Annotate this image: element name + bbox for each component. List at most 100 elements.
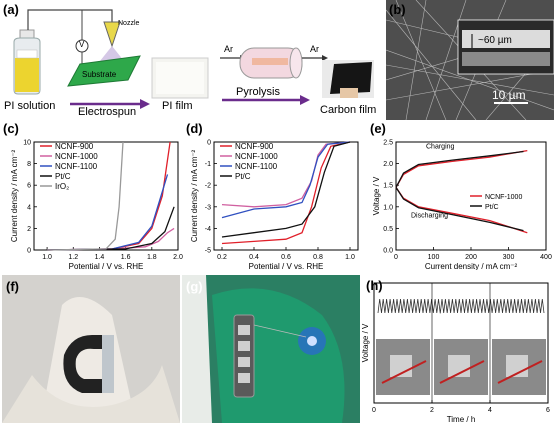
y-tick-label: 10 [23,140,31,147]
pyrolysis-furnace [220,47,328,79]
x-tick-label: 0.8 [313,254,323,261]
sem-fibers [386,0,554,120]
inset-wire [381,360,427,384]
panel-b-sem-image: (b) ~60 µm 10 µm [386,0,554,120]
panel-a-schematic [13,9,374,109]
series-line [47,227,175,251]
substrate-label: Substrate [82,70,117,79]
y-tick-label: -5 [205,248,211,255]
x-tick-label: 1.0 [345,254,355,261]
y-axis-label: Voltage / V [361,323,370,362]
legend-label: Pt/C [235,172,251,181]
electrospin-setup [27,9,141,87]
y-tick-label: 0.0 [383,248,393,255]
x-tick-label: 300 [503,254,515,261]
x-tick-label: 1.4 [95,254,105,261]
pi-solution-bottle [13,29,41,95]
chart-d: 0.2 0.4 0.6 0.8 1.0 -5 -4 -3 -2 -1 0 Potential / V … [190,140,359,270]
pi-solution-label: PI solution [4,100,56,112]
inset-wire [497,360,543,384]
annotation-discharging: Discharging [411,213,448,220]
y-tick-label: 6 [27,183,31,190]
x-tick-label: 200 [465,254,477,261]
glove-battery-led-photo [182,275,360,423]
legend-label: Pt/C [55,172,71,181]
process-arrow-1 [70,99,150,109]
y-tick-label: 4 [27,204,31,211]
chart-h: 0 2 4 6 Time / h Voltage / V [361,282,550,424]
label-f: (f) [6,279,19,294]
legend-label: NCNF-1000 [55,152,98,161]
inset-wire [439,360,485,384]
label-h: (h) [366,278,383,293]
nozzle-label: Nozzle [118,20,140,27]
y-axis-label: Voltage / V [372,176,381,215]
legend-label: NCNF-1100 [55,162,98,171]
legend-label: NCNF-1100 [235,162,278,171]
label-b: (b) [389,2,406,17]
series-line [395,150,524,188]
legend-label: NCNF-1000 [235,152,278,161]
series-line [47,141,124,251]
series-line [221,141,351,245]
panel-a: (a) [0,0,384,120]
x-tick-label: 100 [428,254,440,261]
label-c: (c) [3,121,19,136]
x-axis-label: Current density / mA cm⁻² [425,262,518,270]
legend-label: NCNF-900 [55,142,94,151]
x-tick-label: 1.2 [68,254,78,261]
x-tick-label: 6 [546,407,550,414]
pyrolysis-label: Pyrolysis [236,86,281,98]
electrospun-label: Electrospun [78,106,137,118]
label-e: (e) [370,121,386,136]
x-axis-label: Potential / V vs. RHE [69,262,144,270]
y-tick-label: -3 [205,204,211,211]
pi-film-image [151,57,209,99]
x-tick-label: 400 [540,254,552,261]
legend-label: IrO₂ [55,182,69,191]
y-tick-label: 1.5 [383,183,393,190]
x-tick-label: 2 [430,407,434,414]
series-line [395,149,528,188]
legend-label: NCNF-1000 [485,194,522,201]
pi-film-label: PI film [162,100,193,112]
carbon-film-image [322,60,374,98]
x-tick-label: 1.6 [121,254,131,261]
scale-bar-label: 10 µm [492,88,526,102]
x-tick-label: 0.6 [281,254,291,261]
ar-in-label: Ar [224,44,233,54]
y-tick-label: -1 [205,161,211,168]
x-tick-label: 0.4 [249,254,259,261]
y-tick-label: 8 [27,161,31,168]
x-tick-label: 1.8 [147,254,157,261]
x-axis-label: Potential / V vs. RHE [249,262,324,270]
chart-c: 1.0 1.2 1.4 1.6 1.8 2.0 0 2 4 6 8 10 Potential / V v… [10,140,183,271]
voltage-label: V [79,40,85,49]
series-line [221,141,351,208]
x-tick-label: 0 [394,254,398,261]
panel-g-photo: (g) [182,275,360,423]
y-tick-label: 0 [207,140,211,147]
panel-f-photo: (f) [2,275,180,423]
label-g: (g) [186,279,203,294]
y-tick-label: 2.0 [383,161,393,168]
chart-e: 0 100 200 300 400 0.0 0.5 1.0 1.5 2.0 2.5 Current d… [372,140,552,271]
flexible-battery-photo [2,275,180,423]
y-tick-label: 1.0 [383,204,393,211]
label-d: (d) [186,121,203,136]
series-line [377,298,545,314]
label-a: (a) [3,2,19,17]
carbon-film-label: Carbon film [320,104,377,116]
y-axis-label: Current density / mA cm⁻² [190,150,199,243]
legend-label: Pt/C [485,204,499,211]
legend-label: NCNF-900 [235,142,274,151]
inset-scale-label: ~60 µm [478,35,512,46]
y-tick-label: 0 [27,248,31,255]
x-axis-label: Time / h [447,415,476,424]
y-tick-label: -2 [205,183,211,190]
series-line [395,187,524,232]
process-arrow-2 [222,95,310,105]
y-tick-label: -4 [205,226,211,233]
x-tick-label: 0 [372,407,376,414]
x-tick-label: 2.0 [173,254,183,261]
